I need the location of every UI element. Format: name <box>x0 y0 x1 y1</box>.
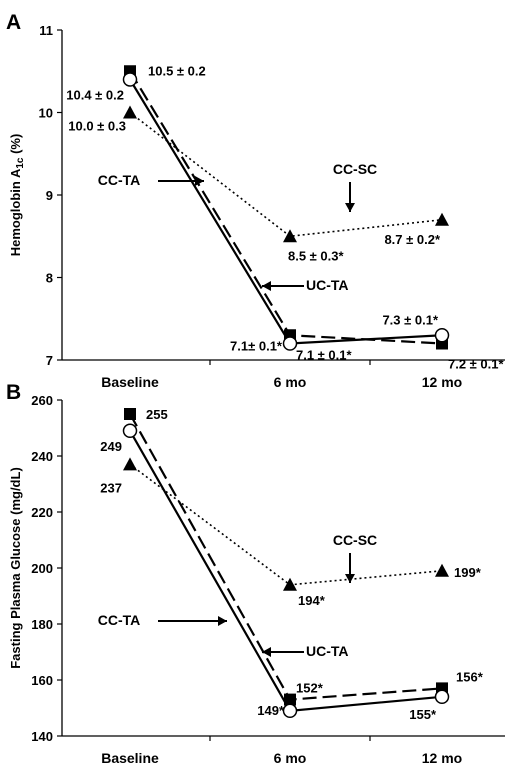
y-axis-title-main: Hemoglobin A <box>8 168 23 256</box>
data-point-cc-sc-2 <box>435 563 449 577</box>
annotation-arrow-head <box>195 176 204 186</box>
x-category-label: 6 mo <box>274 750 307 766</box>
y-axis-title-unit: (%) <box>8 134 23 158</box>
y-tick-label: 9 <box>46 188 53 203</box>
data-label: 194* <box>298 593 326 608</box>
chart-panel-A: 7 8 9 10 11 Baseline 6 mo 12 mo A Hemoglobin A1c … <box>6 11 505 390</box>
y-tick-label: 11 <box>39 23 53 38</box>
data-label: 156* <box>456 669 484 684</box>
series-annotation-cc-sc: CC-SC <box>333 532 377 548</box>
series-annotation-cc-ta: CC-TA <box>98 172 141 188</box>
data-label: 10.4 ± 0.2 <box>66 88 124 103</box>
series-line-cc-ta <box>129 78 443 345</box>
series-line-uc-ta <box>129 413 443 701</box>
data-point-uc-ta-1 <box>284 693 296 706</box>
y-axis-title: Hemoglobin A1c (%) <box>8 134 26 257</box>
x-category-label: 6 mo <box>274 374 307 390</box>
data-point-cc-ta-2 <box>434 689 450 705</box>
y-tick-label: 10 <box>39 106 53 121</box>
data-point-cc-sc-1 <box>283 229 297 243</box>
series-line-cc-sc <box>129 463 443 586</box>
data-point-cc-ta-0 <box>122 423 138 439</box>
annotation-arrow-head <box>262 647 271 657</box>
x-category-label: 12 mo <box>422 374 462 390</box>
data-label: 7.1± 0.1* <box>230 339 283 354</box>
series-annotation-cc-ta: CC-TA <box>98 612 141 628</box>
series-annotation-uc-ta: UC-TA <box>306 277 349 293</box>
data-point-cc-sc-0 <box>123 457 137 471</box>
data-label: 7.3 ± 0.1* <box>382 312 439 327</box>
data-label: 237 <box>100 480 122 495</box>
data-label: 152* <box>296 681 324 696</box>
data-label: 10.5 ± 0.2 <box>148 63 206 78</box>
annotation-arrow-head <box>262 281 271 291</box>
panel-label: A <box>6 11 21 34</box>
data-point-cc-sc-1 <box>283 577 297 591</box>
panel-label: B <box>6 381 21 404</box>
y-tick-label: 160 <box>31 673 53 688</box>
y-tick-label: 260 <box>31 393 53 408</box>
data-point-cc-sc-2 <box>435 212 449 226</box>
annotation-arrow-head <box>218 616 227 626</box>
y-tick-label: 220 <box>31 505 53 520</box>
data-point-cc-sc-0 <box>123 105 137 119</box>
y-axis-title: Fasting Plasma Glucose (mg/dL) <box>8 467 23 669</box>
y-tick-label: 200 <box>31 561 53 576</box>
y-axis-title-subscript: 1c <box>15 157 26 169</box>
series-line-uc-ta <box>129 70 443 345</box>
y-tick-label: 8 <box>46 271 53 286</box>
y-tick-label: 240 <box>31 449 53 464</box>
series-annotation-cc-sc: CC-SC <box>333 161 377 177</box>
x-category-label: Baseline <box>101 374 159 390</box>
data-point-cc-ta-1 <box>282 336 298 351</box>
series-annotation-uc-ta: UC-TA <box>306 643 349 659</box>
data-label: 8.7 ± 0.2* <box>384 232 441 247</box>
data-label: 155* <box>409 707 437 722</box>
x-category-label: Baseline <box>101 750 159 766</box>
y-tick-label: 180 <box>31 617 53 632</box>
series-line-cc-sc <box>129 111 443 238</box>
data-label: 10.0 ± 0.3 <box>68 119 126 134</box>
data-point-uc-ta-0 <box>124 408 136 420</box>
x-category-label: 12 mo <box>422 750 462 766</box>
data-label: 7.1 ± 0.1* <box>296 347 353 362</box>
y-tick-label: 140 <box>31 729 53 744</box>
data-label: 255 <box>146 407 168 422</box>
annotation-arrow-head <box>345 203 355 212</box>
y-tick-label: 7 <box>46 353 53 368</box>
data-point-cc-ta-2 <box>434 328 450 343</box>
data-label: 249 <box>100 439 122 454</box>
data-point-cc-ta-0 <box>122 72 138 87</box>
data-point-cc-ta-1 <box>282 703 298 719</box>
chart-panel-B: 140 160 180 200 220 240 260 Baseline 6 mo 12 mo B F… <box>6 381 505 766</box>
series-line-cc-ta <box>129 430 443 712</box>
annotation-arrow-head <box>345 574 355 583</box>
data-label: 199* <box>454 565 482 580</box>
data-label: 8.5 ± 0.3* <box>288 248 345 263</box>
data-label: 149* <box>257 703 285 718</box>
data-label: 7.2 ± 0.1* <box>448 357 505 372</box>
